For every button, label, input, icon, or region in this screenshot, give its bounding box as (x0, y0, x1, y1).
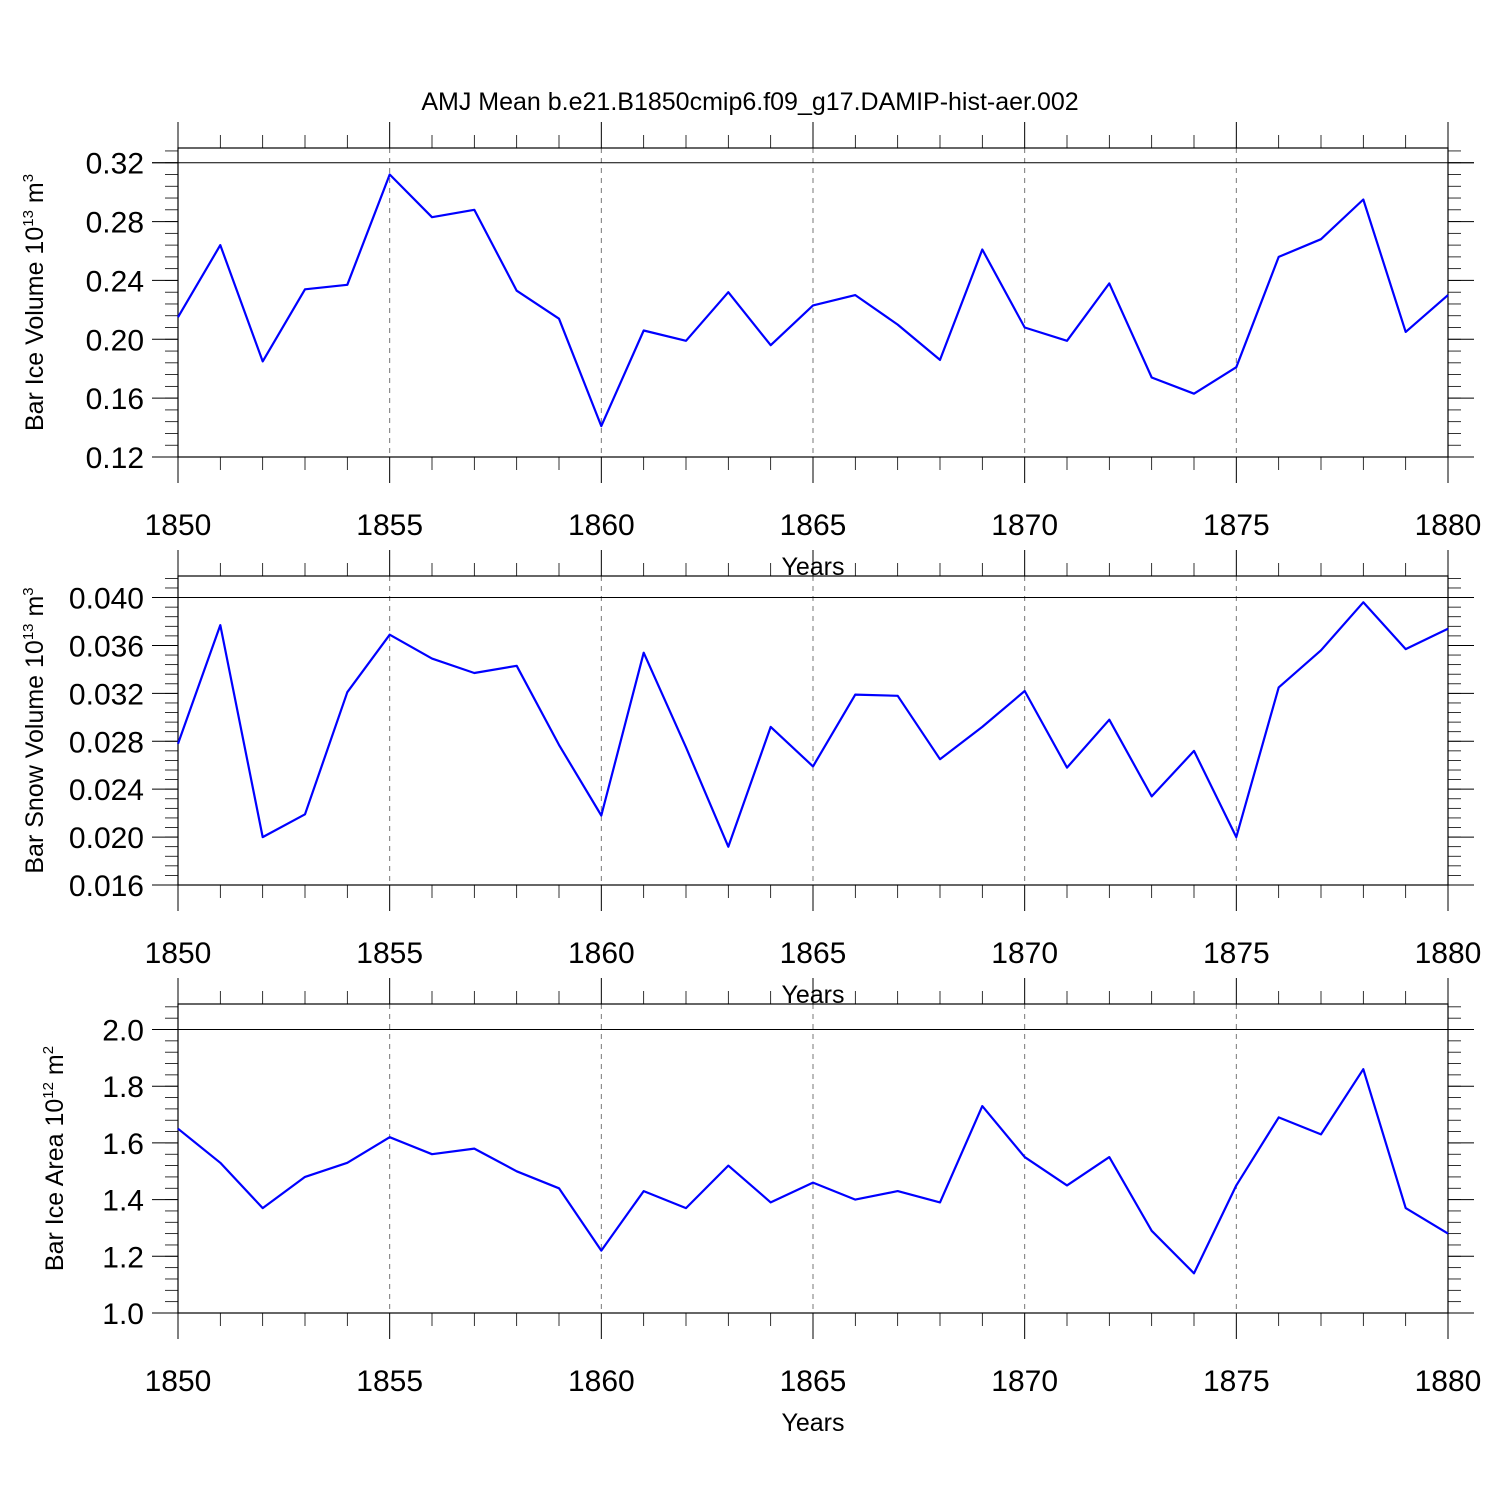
x-tick-label: 1850 (145, 937, 212, 970)
x-tick-label: 1875 (1203, 937, 1270, 970)
y-tick-label: 0.28 (86, 207, 144, 240)
x-tick-label: 1865 (780, 1365, 847, 1398)
y-tick-label: 0.020 (69, 822, 144, 855)
x-tick-label: 1860 (568, 937, 635, 970)
panel-2: 0.016 0.020 0.024 0.028 0.032 0.036 0.040 1850 1… (20, 550, 1481, 1009)
y-axis-label-part: m (41, 1054, 69, 1082)
y-axis-label: Bar Ice Area 1012 m2 (40, 1046, 69, 1271)
y-tick-label: 1.8 (102, 1071, 144, 1104)
x-tick-label: 1870 (991, 1365, 1058, 1398)
y-tick-label: 1.4 (102, 1185, 144, 1218)
x-tick-label: 1850 (145, 509, 212, 542)
y-axis-label-part: Bar Snow Volume 10 (21, 640, 49, 873)
x-tick-label: 1870 (991, 937, 1058, 970)
y-tick-label: 0.040 (69, 583, 144, 616)
x-tick-label: 1875 (1203, 509, 1270, 542)
y-axis-label-part: Bar Ice Area 10 (41, 1099, 69, 1271)
x-tick-label: 1880 (1415, 937, 1482, 970)
y-axis-label-part: Bar Ice Volume 10 (21, 227, 49, 431)
y-axis-label-superscript: 12 (40, 1082, 57, 1099)
panel-3: 1.0 1.2 1.4 1.6 1.8 2.0 1850 1855 1860 1865 1870 18… (40, 978, 1481, 1437)
x-tick-label: 1875 (1203, 1365, 1270, 1398)
x-tick-label: 1860 (568, 1365, 635, 1398)
y-tick-label: 2.0 (102, 1015, 144, 1048)
y-tick-label: 0.32 (86, 148, 144, 181)
x-tick-label: 1850 (145, 1365, 212, 1398)
y-axis-label-part: m (21, 182, 49, 210)
figure-title: AMJ Mean b.e21.B1850cmip6.f09_g17.DAMIP-… (421, 88, 1078, 116)
y-tick-label: 0.024 (69, 774, 144, 807)
x-axis-label: Years (781, 1409, 844, 1437)
y-tick-label: 0.028 (69, 726, 144, 759)
x-tick-label: 1855 (356, 1365, 423, 1398)
x-tick-label: 1870 (991, 509, 1058, 542)
y-axis-label-superscript: 2 (40, 1046, 57, 1054)
x-tick-label: 1855 (356, 937, 423, 970)
y-tick-label: 0.016 (69, 870, 144, 903)
x-tick-label: 1860 (568, 509, 635, 542)
y-tick-label: 0.16 (86, 383, 144, 416)
y-tick-label: 0.12 (86, 442, 144, 475)
y-tick-label: 0.032 (69, 678, 144, 711)
y-axis-label-superscript: 13 (20, 210, 37, 227)
x-tick-label: 1880 (1415, 1365, 1482, 1398)
x-tick-label: 1855 (356, 509, 423, 542)
y-axis-label: Bar Snow Volume 1013 m3 (20, 587, 49, 873)
y-tick-label: 1.2 (102, 1241, 144, 1274)
series-line (177, 1068, 1449, 1275)
y-tick-label: 0.036 (69, 630, 144, 663)
y-tick-label: 1.6 (102, 1128, 144, 1161)
y-axis-label-part: m (21, 596, 49, 624)
y-axis-label: Bar Ice Volume 1013 m3 (20, 174, 49, 431)
x-tick-label: 1865 (780, 937, 847, 970)
y-axis-label-superscript: 3 (20, 587, 37, 595)
y-tick-label: 0.24 (86, 265, 144, 298)
x-tick-label: 1880 (1415, 509, 1482, 542)
y-tick-label: 0.20 (86, 324, 144, 357)
x-tick-label: 1865 (780, 509, 847, 542)
panel-1: 0.12 0.16 0.20 0.24 0.28 0.32 1850 1855 1860 1865… (20, 122, 1481, 581)
y-axis-label-superscript: 13 (20, 623, 37, 640)
y-axis-label-superscript: 3 (20, 174, 37, 182)
y-tick-label: 1.0 (102, 1298, 144, 1331)
